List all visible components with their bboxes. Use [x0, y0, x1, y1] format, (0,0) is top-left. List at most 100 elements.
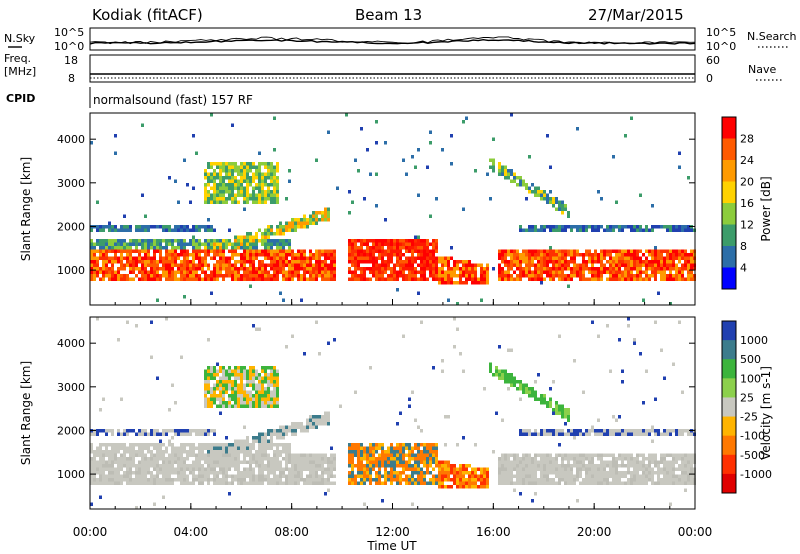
heatmap-cell	[225, 162, 228, 166]
heatmap-cell	[534, 397, 537, 401]
heatmap-cell	[258, 263, 261, 267]
heatmap-cell	[225, 376, 228, 380]
heatmap-cell	[555, 474, 558, 478]
heatmap-cell	[366, 242, 369, 246]
heatmap-cell	[219, 481, 222, 485]
heatmap-cell	[429, 453, 432, 457]
heatmap-cell	[669, 464, 672, 468]
heatmap-cell	[135, 481, 138, 485]
heatmap-cell	[399, 460, 402, 464]
heatmap-cell	[627, 457, 630, 461]
heatmap-cell	[234, 443, 237, 447]
heatmap-cell	[438, 467, 441, 471]
heatmap-cell	[207, 432, 210, 436]
heatmap-cell	[606, 270, 609, 274]
heatmap-cell	[240, 478, 243, 482]
heatmap-cell	[108, 453, 111, 457]
heatmap-cell	[240, 439, 243, 443]
heatmap-cell	[654, 249, 657, 253]
heatmap-cell	[174, 228, 177, 232]
heatmap-cell	[519, 253, 522, 257]
heatmap-cell	[276, 165, 279, 169]
heatmap-cell	[303, 481, 306, 485]
heatmap-cell	[528, 270, 531, 274]
heatmap-cell	[93, 256, 96, 260]
heatmap-cell	[549, 225, 552, 229]
heatmap-cell	[525, 253, 528, 257]
heatmap-cell	[270, 380, 273, 384]
heatmap-cell	[426, 242, 429, 246]
heatmap-cell	[270, 432, 273, 436]
heatmap-cell	[111, 274, 114, 278]
heatmap-cell	[231, 246, 234, 250]
heatmap-cell	[171, 464, 174, 468]
heatmap-cell	[120, 263, 123, 267]
heatmap-cell	[216, 200, 219, 204]
heatmap-cell	[135, 228, 138, 232]
heatmap-cell	[261, 436, 264, 440]
heatmap-cell	[519, 380, 522, 384]
heatmap-cell	[504, 169, 507, 173]
heatmap-cell	[141, 429, 144, 433]
heatmap-cell	[276, 481, 279, 485]
heatmap-cell	[588, 260, 591, 264]
heatmap-cell	[363, 457, 366, 461]
heatmap-cell	[297, 260, 300, 264]
heatmap-cell	[93, 457, 96, 461]
heatmap-cell	[570, 249, 573, 253]
heatmap-cell	[129, 253, 132, 257]
heatmap-cell	[138, 453, 141, 457]
heatmap-cell	[144, 256, 147, 260]
heatmap-cell	[357, 460, 360, 464]
heatmap-cell	[126, 260, 129, 264]
heatmap-cell	[264, 183, 267, 187]
heatmap-cell	[399, 256, 402, 260]
heatmap-cell	[528, 394, 531, 398]
heatmap-cell	[504, 253, 507, 257]
heatmap-cell	[249, 369, 252, 373]
heatmap-cell	[183, 450, 186, 454]
heatmap-cell	[552, 471, 555, 475]
heatmap-cell	[90, 249, 93, 253]
heatmap-cell	[162, 228, 165, 232]
heatmap-cell	[282, 457, 285, 461]
heatmap-cell	[273, 200, 276, 204]
heatmap-cell	[351, 457, 354, 461]
heatmap-cell	[234, 464, 237, 468]
heatmap-cell	[273, 366, 276, 370]
heatmap-cell	[366, 256, 369, 260]
heatmap-cell	[273, 260, 276, 264]
heatmap-cell	[303, 453, 306, 457]
heatmap-cell	[537, 478, 540, 482]
heatmap-cell	[660, 270, 663, 274]
heatmap-cell	[543, 260, 546, 264]
heatmap-cell	[663, 481, 666, 485]
heatmap-cell	[204, 176, 207, 180]
heatmap-cell	[222, 450, 225, 454]
heatmap-cell	[138, 225, 141, 229]
heatmap-cell	[252, 324, 255, 328]
heatmap-cell	[267, 474, 270, 478]
heatmap-cell	[129, 239, 132, 243]
heatmap-cell	[99, 478, 102, 482]
heatmap-cell	[288, 474, 291, 478]
heatmap-cell	[141, 242, 144, 246]
heatmap-cell	[165, 225, 168, 229]
heatmap-cell	[285, 429, 288, 433]
heatmap-cell	[225, 183, 228, 187]
heatmap-cell	[243, 277, 246, 281]
heatmap-cell	[681, 390, 684, 394]
heatmap-cell	[291, 481, 294, 485]
heatmap-cell	[435, 249, 438, 253]
heatmap-cell	[402, 457, 405, 461]
heatmap-cell	[327, 277, 330, 281]
heatmap-cell	[441, 369, 444, 373]
heatmap-cell	[294, 270, 297, 274]
heatmap-cell	[561, 277, 564, 281]
heatmap-cell	[681, 460, 684, 464]
heatmap-cell	[423, 471, 426, 475]
heatmap-cell	[351, 263, 354, 267]
heatmap-cell	[444, 260, 447, 264]
heatmap-cell	[618, 415, 621, 419]
